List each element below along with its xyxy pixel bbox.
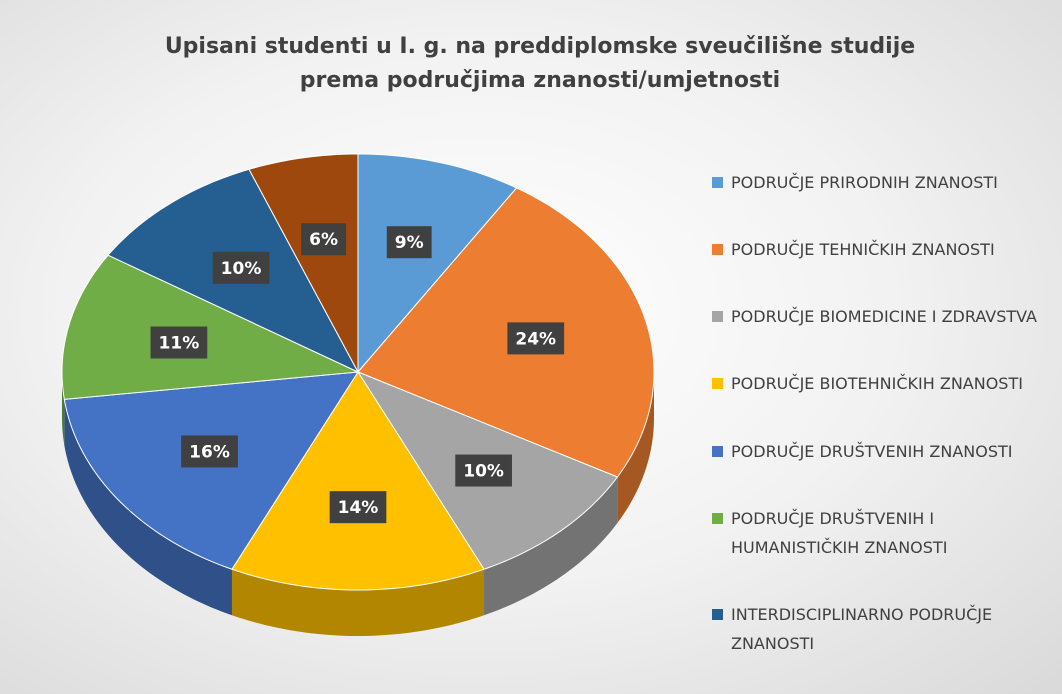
data-label: 14%: [329, 491, 387, 524]
slice: [357, 187, 655, 478]
legend-item: PODRUČJE PRIRODNIH ZNANOSTI: [712, 168, 1052, 197]
data-label: 10%: [455, 454, 512, 487]
legend-item: PODRUČJE TEHNIČKIH ZNANOSTI: [712, 235, 1052, 264]
value-label: 9%: [395, 233, 424, 253]
data-label: 10%: [212, 251, 270, 284]
legend-swatch: [712, 445, 723, 457]
legend-label: PODRUČJE BIOMEDICINE I ZDRAVSTVA: [731, 307, 1037, 327]
data-label: 11%: [150, 326, 208, 359]
data-label: 24%: [507, 322, 565, 355]
legend-swatch: [712, 244, 723, 256]
legend-label: PODRUČJE BIOTEHNIČKIH ZNANOSTI: [731, 374, 1023, 394]
slice-side: [484, 477, 618, 616]
data-label: 16%: [181, 435, 238, 468]
legend-swatch: [712, 177, 723, 188]
legend-swatch: [712, 608, 723, 620]
legend-item: PODRUČJE BIOMEDICINE I ZDRAVSTVA: [712, 302, 1052, 331]
value-label: 10%: [221, 259, 262, 279]
slice: [248, 153, 359, 373]
label-box: [329, 491, 387, 524]
slice: [61, 254, 360, 400]
value-label: 11%: [159, 334, 200, 354]
legend-label: PODRUČJE TEHNIČKIH ZNANOSTI: [731, 240, 995, 260]
data-label: 6%: [301, 223, 347, 256]
legend-item: PODRUČJE DRUŠTVENIH ZNANOSTI: [712, 437, 1052, 466]
legend-item: INTERDISCIPLINARNO PODRUČJE ZNANOSTI: [712, 600, 1052, 658]
label-box: [212, 251, 270, 284]
legend-label: INTERDISCIPLINARNO PODRUČJE ZNANOSTI: [731, 604, 993, 653]
value-label: 10%: [463, 462, 504, 482]
legend-label: PODRUČJE DRUŠTVENIH ZNANOSTI: [731, 441, 1013, 461]
legend-item: PODRUČJE DRUŠTVENIH I HUMANISTIČKIH ZNAN…: [712, 504, 1052, 562]
legend-item: PODRUČJE BIOTEHNIČKIH ZNANOSTI: [712, 369, 1052, 398]
label-box: [507, 322, 565, 355]
value-label: 24%: [515, 329, 556, 349]
value-label: 14%: [338, 498, 379, 518]
slice-side: [231, 569, 485, 636]
data-label: 9%: [386, 226, 432, 259]
slice: [231, 371, 485, 591]
slice: [357, 153, 518, 374]
pie: 9% 24% 10% 14% 16% 11% 10% 6%: [61, 153, 655, 636]
legend-label: PODRUČJE PRIRODNIH ZNANOSTI: [731, 173, 998, 192]
legend-swatch: [712, 512, 723, 524]
chart-title: Upisani studenti u I. g. na preddiplomsk…: [164, 34, 916, 93]
label-box: [386, 226, 432, 259]
label-box: [455, 454, 512, 487]
label-box: [150, 326, 208, 359]
value-label: 16%: [189, 442, 230, 462]
label-box: [181, 435, 238, 468]
value-label: 6%: [309, 230, 338, 250]
label-box: [301, 223, 347, 256]
legend-swatch: [712, 378, 723, 390]
slice-side: [64, 399, 232, 616]
slice: [63, 371, 359, 570]
legend: PODRUČJE PRIRODNIH ZNANOSTI PODRUČJE TEHN…: [712, 168, 1052, 658]
legend-swatch: [712, 311, 723, 323]
legend-label: PODRUČJE DRUŠTVENIH I HUMANISTIČKIH ZNAN…: [731, 508, 948, 557]
